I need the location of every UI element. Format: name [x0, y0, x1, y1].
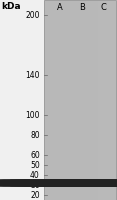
FancyBboxPatch shape — [0, 179, 117, 187]
Bar — [44, 0, 53, 200]
FancyBboxPatch shape — [10, 179, 117, 187]
Bar — [71, 0, 80, 200]
Text: 60: 60 — [30, 150, 40, 160]
Text: 30: 30 — [30, 180, 40, 190]
Text: 50: 50 — [30, 160, 40, 170]
Bar — [53, 0, 62, 200]
Text: 100: 100 — [25, 110, 40, 119]
Bar — [80, 0, 89, 200]
Text: B: B — [79, 3, 84, 12]
Text: 40: 40 — [30, 170, 40, 180]
Bar — [98, 0, 107, 200]
FancyBboxPatch shape — [44, 0, 116, 200]
Text: 80: 80 — [30, 130, 40, 140]
Text: 140: 140 — [25, 71, 40, 79]
Text: kDa: kDa — [1, 2, 21, 11]
Bar — [107, 0, 116, 200]
Text: A: A — [57, 3, 63, 12]
Bar — [89, 0, 98, 200]
Text: 200: 200 — [25, 10, 40, 20]
FancyBboxPatch shape — [32, 179, 117, 187]
Text: 20: 20 — [30, 190, 40, 200]
Text: C: C — [100, 3, 106, 12]
Bar — [62, 0, 71, 200]
